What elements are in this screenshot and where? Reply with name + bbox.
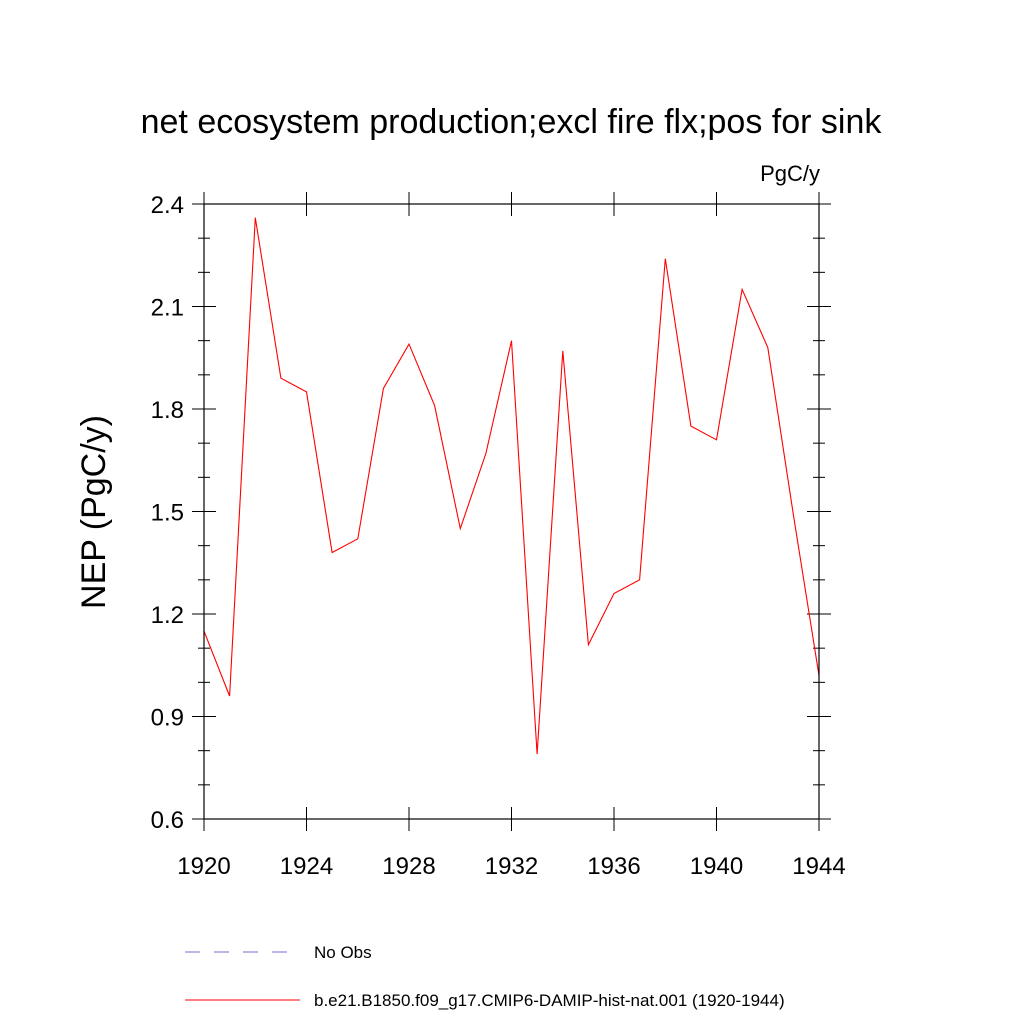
series-line — [203, 217, 820, 755]
x-tick-label: 1920 — [177, 853, 230, 880]
legend-label: No Obs — [314, 943, 372, 962]
legend-label: b.e21.B1850.f09_g17.CMIP6-DAMIP-hist-nat… — [314, 991, 785, 1010]
x-tick-label: 1932 — [485, 853, 538, 880]
plot-area: 0.6 0.9 1.2 1.5 1.8 2.1 2.4 1920 1924 1928 1932 193… — [151, 192, 846, 880]
y-axis-label: NEP (PgC/y) — [75, 415, 113, 609]
legend: No Obs b.e21.B1850.f09_g17.CMIP6-DAMIP-hi… — [185, 943, 785, 1010]
y-tick-label: 2.1 — [151, 295, 184, 322]
y-tick-label: 1.8 — [151, 397, 184, 424]
y-tick-label: 1.5 — [151, 500, 184, 527]
plot-frame — [203, 203, 820, 820]
y-tick-label: 0.6 — [151, 807, 184, 834]
y-tick-label: 1.2 — [151, 602, 184, 629]
x-tick-label: 1944 — [792, 853, 845, 880]
y-tick-label: 0.9 — [151, 705, 184, 732]
x-tick-label: 1928 — [382, 853, 435, 880]
x-tick-label: 1924 — [280, 853, 333, 880]
units-label: PgC/y — [760, 161, 820, 186]
x-tick-label: 1940 — [690, 853, 743, 880]
x-tick-label: 1936 — [587, 853, 640, 880]
chart-title: net ecosystem production;excl fire flx;p… — [141, 103, 883, 141]
y-tick-label: 2.4 — [151, 192, 184, 219]
